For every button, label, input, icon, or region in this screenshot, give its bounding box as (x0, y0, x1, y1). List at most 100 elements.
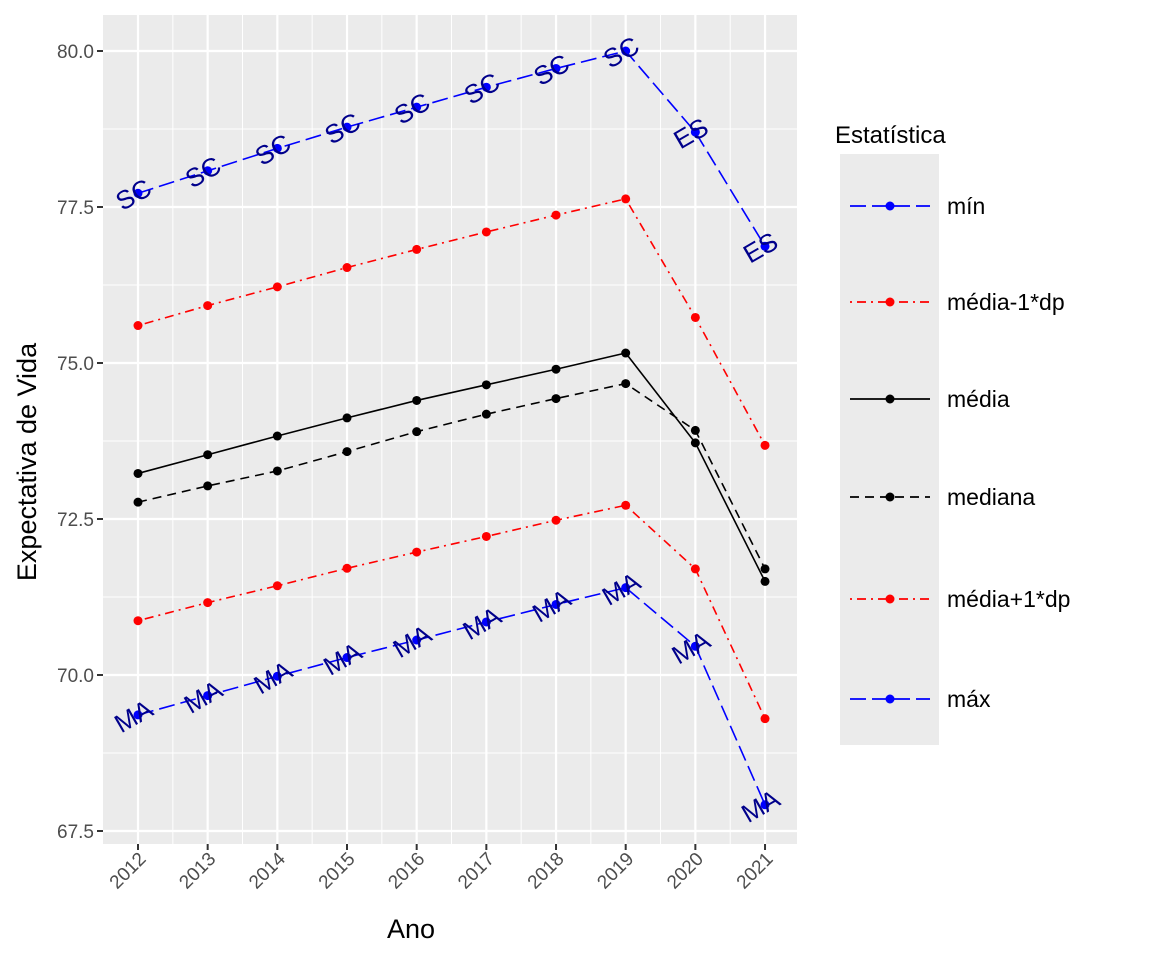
series-1 (133, 194, 770, 450)
series-point (690, 641, 700, 651)
series-point (133, 188, 143, 198)
series-point (760, 564, 770, 574)
series-point (342, 413, 352, 423)
series-line (137, 50, 766, 247)
series-point (272, 431, 282, 441)
series-point (133, 616, 143, 626)
x-tick-label: 2012 (106, 849, 151, 894)
series-point (481, 227, 491, 237)
legend-title: Estatística (835, 122, 946, 149)
series-point (133, 497, 143, 507)
series-point (481, 409, 491, 419)
y-tick-label: 77.5 (57, 198, 94, 219)
legend-key-point (885, 201, 895, 211)
legend-label: mín (947, 193, 985, 219)
x-tick-label: 2017 (454, 849, 499, 894)
series-point (690, 312, 700, 322)
series-point (551, 364, 561, 374)
series-point (203, 301, 213, 311)
series-point (551, 63, 561, 73)
series-point (342, 122, 352, 132)
legend-item: média (850, 386, 1010, 412)
grid-lines (103, 15, 797, 844)
series-5 (133, 583, 770, 810)
series-2 (133, 348, 770, 586)
series-point (342, 563, 352, 573)
y-axis-title: Expectativa de Vida (12, 342, 42, 581)
legend-item: mín (850, 193, 985, 219)
legend: Estatística mín média-1*dp média mediana méd… (835, 122, 1070, 745)
series-point (203, 598, 213, 608)
x-axis-title: Ano (387, 914, 435, 944)
series-point (203, 166, 213, 176)
series-point (621, 379, 631, 389)
x-tick-label: 2013 (175, 849, 220, 894)
series-point (272, 671, 282, 681)
series-point (621, 348, 631, 358)
series-point (272, 466, 282, 476)
series-point (551, 515, 561, 525)
legend-key-background (840, 154, 939, 745)
series-4 (133, 500, 770, 724)
x-tick-label: 2014 (245, 848, 290, 893)
x-tick-label: 2019 (593, 849, 638, 894)
series-point (551, 210, 561, 220)
series-point (481, 380, 491, 390)
series-point (342, 653, 352, 663)
series-point (412, 635, 422, 645)
series-point (760, 714, 770, 724)
legend-item: média-1*dp (850, 289, 1065, 315)
y-tick-label: 80.0 (57, 42, 94, 63)
series-point (690, 564, 700, 574)
x-tick-label: 2016 (384, 849, 429, 894)
x-tick-label: 2018 (524, 849, 569, 894)
series-point (481, 531, 491, 541)
series-point (621, 583, 631, 593)
series-point (760, 440, 770, 450)
series-point (690, 438, 700, 448)
series-point (412, 102, 422, 112)
series-point (621, 46, 631, 56)
series-point (342, 447, 352, 457)
series-point (551, 394, 561, 404)
x-tick-label: 2021 (733, 849, 778, 894)
legend-item: mediana (850, 484, 1035, 510)
series-0 (133, 46, 770, 251)
legend-label: máx (947, 686, 991, 712)
series-point (272, 143, 282, 153)
legend-key-point (885, 594, 895, 604)
series-point (203, 481, 213, 491)
series-point (203, 450, 213, 460)
series-line (137, 352, 766, 582)
series-point (481, 617, 491, 627)
series-point (272, 282, 282, 292)
x-axis: 2012 2013 2014 2015 2016 2017 2018 2019 2020 2021 (106, 844, 778, 893)
series-point (133, 321, 143, 331)
legend-item: máx (850, 686, 991, 712)
series-layer (133, 46, 770, 810)
series-point (342, 263, 352, 273)
series-point (481, 82, 491, 92)
plot-panel (103, 15, 797, 844)
legend-key-point (885, 394, 895, 404)
y-tick-label: 70.0 (57, 666, 94, 687)
series-point (621, 194, 631, 204)
series-line (137, 197, 766, 446)
y-axis: 67.5 70.0 72.5 75.0 77.5 80.0 (57, 42, 103, 843)
series-point (133, 710, 143, 720)
legend-label: mediana (947, 484, 1035, 510)
series-3 (133, 379, 770, 574)
x-tick-label: 2015 (315, 849, 360, 894)
series-line (137, 504, 766, 720)
series-point (551, 599, 561, 609)
legend-label: média+1*dp (947, 586, 1070, 612)
y-tick-label: 67.5 (57, 822, 94, 843)
legend-key-point (885, 492, 895, 502)
legend-item: média+1*dp (850, 586, 1070, 612)
series-point (412, 395, 422, 405)
series-line (137, 382, 766, 570)
series-point (203, 691, 213, 701)
series-point (690, 425, 700, 435)
series-point (760, 576, 770, 586)
